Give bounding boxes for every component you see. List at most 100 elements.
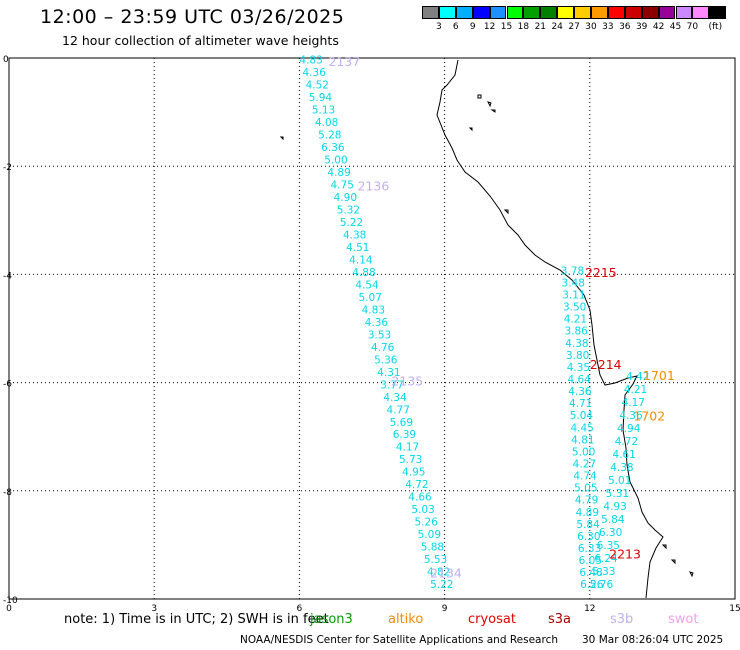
legend-swatch [506, 6, 524, 19]
coastline-islands [279, 94, 694, 578]
wave-height-label: 3.78 [561, 265, 584, 277]
satellite-label: cryosat [468, 612, 516, 627]
wave-height-label: 3.86 [564, 326, 588, 338]
wave-height-label: 6.33 [578, 543, 601, 555]
wave-height-label: 3.80 [566, 350, 589, 362]
x-tick-label: 0 [6, 604, 12, 614]
wave-height-label: 6.30 [577, 531, 600, 543]
y-tick-label: -2 [3, 163, 12, 173]
wave-height-label: 4.21 [564, 314, 587, 326]
track-labels: 2137 2136 2135 2134 2215 2214 1701 1702 2213 [328, 54, 674, 580]
wave-height-label: 4.38 [565, 338, 588, 350]
wave-height-label: 5.76 [590, 579, 614, 591]
wave-height-label: 6.36 [321, 142, 345, 154]
wave-height-label: 5.22 [430, 579, 453, 591]
track-label: 1701 [643, 368, 675, 383]
wave-height-label: 4.35 [567, 362, 590, 374]
wave-height-labels: 4.834.364.525.945.134.085.286.365.004.89… [299, 54, 649, 591]
y-tick-label: -10 [3, 596, 18, 606]
y-tick-label: 0 [3, 55, 9, 65]
legend-label: 42 [652, 22, 665, 32]
wave-height-label: 5.32 [337, 204, 360, 216]
color-legend: 3 6 9 12 15 18 21 24 27 30 33 36 39 42 45 70 (ft) [422, 6, 727, 32]
wave-height-label: 6.30 [599, 527, 622, 539]
wave-height-label: 4.61 [612, 449, 635, 461]
wave-height-label: 4.77 [387, 404, 410, 416]
track-label: 2135 [391, 373, 423, 388]
wave-height-label: 5.26 [415, 517, 439, 529]
legend-swatch [455, 6, 473, 19]
wave-height-label: 4.36 [303, 67, 327, 79]
wave-height-label: 3.50 [563, 302, 586, 314]
track-label: 2213 [609, 546, 641, 561]
x-tick-label: 6 [297, 604, 303, 614]
wave-height-label: 4.81 [571, 434, 594, 446]
wave-height-label: 4.17 [396, 442, 419, 454]
legend-swatch [574, 6, 591, 19]
legend-label: 45 [669, 22, 682, 32]
wave-height-label: 5.33 [592, 566, 615, 578]
wave-height-label: 4.34 [383, 392, 407, 404]
legend-swatch [523, 6, 541, 19]
wave-height-label: 4.36 [568, 386, 592, 398]
legend-swatch [591, 6, 608, 19]
wave-height-label: 4.66 [408, 492, 432, 504]
wave-height-label: 4.38 [610, 462, 633, 474]
legend-swatch [675, 6, 693, 19]
wave-height-label: 4.88 [352, 267, 375, 279]
legend-label: 3 [436, 22, 442, 32]
credit-text: NOAA/NESDIS Center for Satellite Applica… [240, 634, 558, 646]
legend-swatch [489, 6, 507, 19]
wave-height-label: 6.48 [579, 567, 602, 579]
y-tick-label: -8 [3, 488, 12, 498]
wave-height-label: 4.82 [427, 567, 450, 579]
wave-height-label: 4.74 [573, 471, 597, 483]
wave-height-label: 3.48 [562, 277, 585, 289]
wave-height-label: 5.03 [411, 504, 434, 516]
map-grid: 0 3 6 9 12 15 0 -2 -4 -6 -8 -10 [3, 55, 740, 614]
wave-height-label: 4.51 [346, 242, 369, 254]
wave-height-label: 4.83 [299, 54, 322, 66]
wave-height-label: 5.05 [574, 483, 597, 495]
wave-height-label: 4.64 [567, 374, 591, 386]
wave-height-label: 4.93 [603, 501, 626, 513]
wave-height-label: 6.24 [594, 553, 618, 565]
wave-height-label: 4.45 [570, 422, 593, 434]
wave-height-label: 5.36 [374, 354, 398, 366]
legend-swatch [709, 6, 727, 19]
wave-height-label: 5.07 [359, 292, 382, 304]
wave-height-label: 4.89 [576, 507, 599, 519]
satellite-label: altiko [388, 612, 424, 627]
legend-label: 21 [534, 22, 547, 32]
legend-label: 12 [483, 22, 496, 32]
legend-label: 39 [635, 22, 648, 32]
map-frame [8, 57, 736, 600]
wave-height-label: 4.17 [622, 397, 645, 409]
legend-label: 6 [452, 22, 459, 32]
wave-height-label: 3.53 [368, 329, 391, 341]
track-label: 2137 [328, 54, 360, 69]
wave-height-label: 4.27 [573, 458, 596, 470]
legend-label: 70 [686, 22, 699, 32]
wave-height-label: 4.38 [343, 229, 366, 241]
wave-height-label: 5.88 [421, 542, 444, 554]
legend-swatch [641, 6, 659, 19]
legend-swatch [557, 6, 575, 19]
wave-height-label: 4.76 [371, 342, 395, 354]
track-label: 1702 [633, 408, 665, 423]
wave-height-label: 4.42 [626, 371, 649, 383]
wave-height-label: 6.39 [393, 429, 416, 441]
x-tick-label: 12 [584, 604, 595, 614]
wave-height-label: 4.79 [575, 495, 598, 507]
wave-height-label: 4.83 [362, 304, 385, 316]
wave-height-label: 4.36 [365, 317, 389, 329]
legend-swatch [607, 6, 625, 19]
wave-height-label: 3.77 [380, 379, 403, 391]
track-label: 2215 [585, 265, 617, 280]
generated-timestamp: 30 Mar 08:26:04 UTC 2025 [582, 634, 724, 646]
satellite-label: swot [668, 612, 699, 627]
wave-height-label: 4.90 [334, 192, 357, 204]
wave-height-label: 5.69 [390, 417, 413, 429]
legend-swatch [658, 6, 676, 19]
wave-height-label: 4.21 [624, 384, 647, 396]
